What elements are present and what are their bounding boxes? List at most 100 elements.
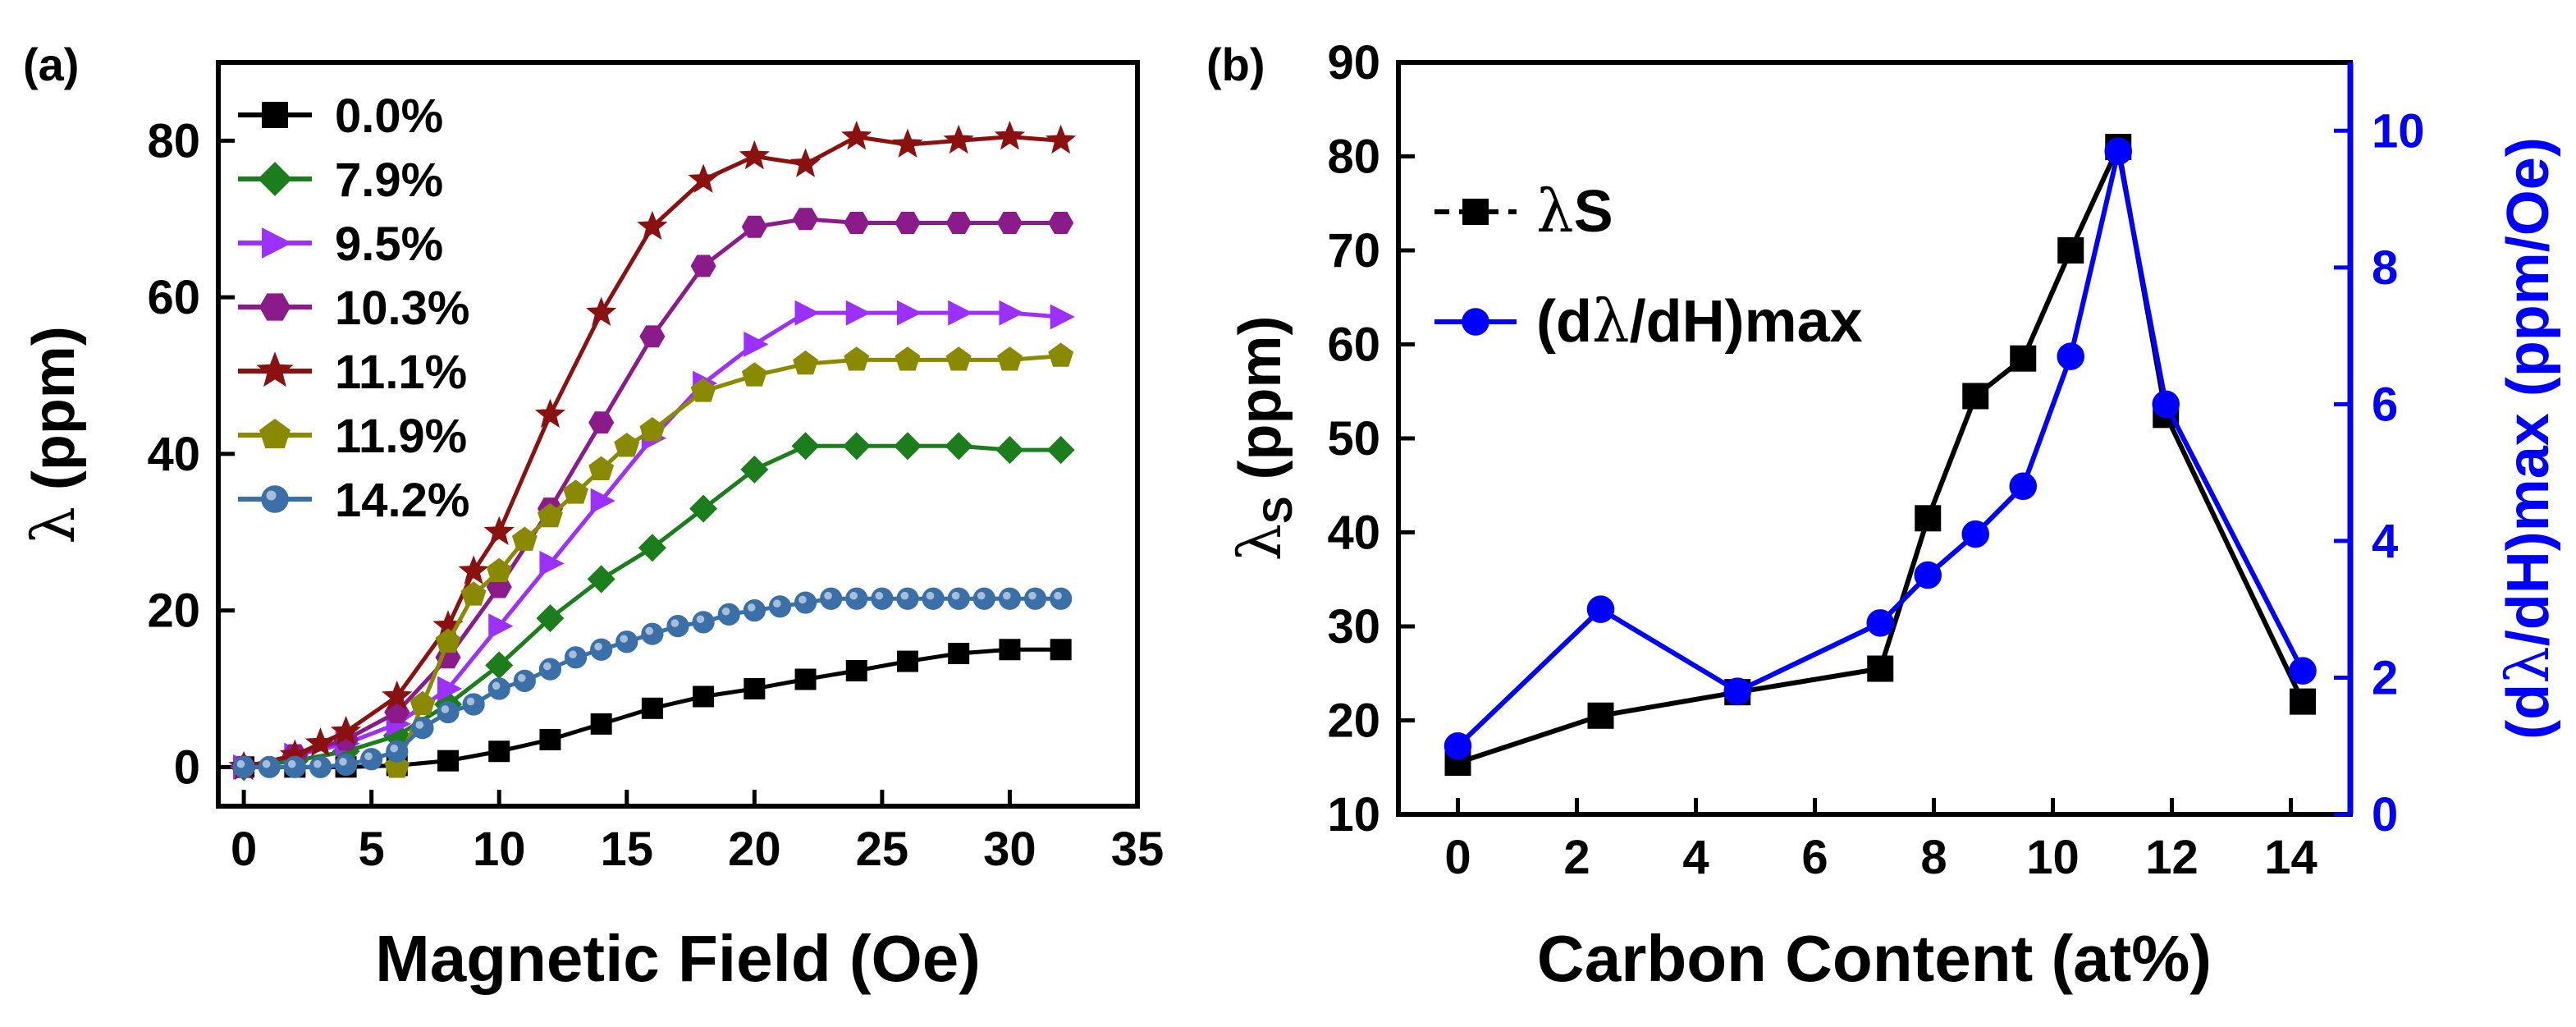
panel-b-y-left-lambda: λ (1225, 524, 1294, 562)
panel-a-data-point-highlight (262, 759, 271, 768)
panel-b-ticks: 0 2 4 6 8 10 12 14 10 20 30 40 50 60 70 80 90 0 2 4 6 8 10 (1327, 36, 2424, 884)
panel-a-data-point (304, 727, 336, 757)
panel-a-data-point-highlight (1054, 591, 1062, 600)
panel-a-data-point (994, 121, 1026, 150)
panel-a-data-point-highlight (773, 599, 781, 608)
panel-a-data-point (437, 676, 463, 702)
panel-a-data-point-highlight (620, 635, 628, 643)
panel-b-y-left-tick-label: 30 (1327, 600, 1380, 653)
panel-a-data-point-highlight (569, 650, 577, 658)
panel-a-data-point-highlight (517, 674, 526, 682)
panel-a-data-point (437, 750, 459, 772)
panel-a-data-point-highlight (670, 619, 679, 627)
panel-a-data-point (614, 433, 640, 457)
panel-a: (a) 0 5 10 15 20 25 30 35 0 20 40 60 80 0.0% 7.9% 9.5%… (19, 39, 1164, 995)
panel-a-data-point (690, 254, 716, 277)
panel-b-x-tick-label: 6 (1801, 831, 1828, 884)
panel-a-x-tick-label: 10 (473, 823, 526, 876)
panel-a-data-point (462, 693, 485, 716)
panel-a-data-point-highlight (390, 744, 398, 753)
panel-a-data-point (791, 432, 820, 461)
panel-b-data-point (1444, 731, 1472, 760)
panel-a-x-tick-label: 25 (856, 823, 909, 876)
panel-a-data-point-highlight (492, 681, 501, 690)
panel-a-data-point (538, 658, 562, 681)
panel-b-legend-lambda: λ (1536, 177, 1574, 245)
panel-b-legend-prefix: (d (1536, 289, 1592, 355)
panel-a-data-point (638, 534, 666, 562)
panel-a-data-point (945, 432, 973, 461)
panel-a-data-point (717, 603, 740, 626)
panel-a-data-point (897, 650, 918, 672)
panel-a-data-point (794, 591, 817, 614)
panel-b-legend: λS(dλ/dH)max (1434, 177, 1863, 355)
panel-a-data-point-highlight (824, 591, 832, 600)
panel-a-data-point (538, 502, 563, 528)
panel-a-data-point-highlight (798, 595, 807, 604)
panel-b-data-point (2290, 688, 2316, 715)
panel-b-y-left-sub: S (1255, 496, 1301, 523)
panel-a-data-point (922, 587, 945, 610)
panel-a-data-point (996, 212, 1023, 234)
panel-a-data-point (688, 163, 719, 193)
panel-a-legend-label: 0.0% (335, 89, 443, 143)
panel-b-y-right-tick-label: 10 (2372, 104, 2425, 158)
panel-a-data-point (563, 479, 588, 504)
panel-b-y-left-tick-label: 10 (1327, 788, 1380, 841)
panel-b-data-point (1914, 561, 1942, 589)
panel-a-data-point (641, 622, 664, 645)
panel-a-data-point-highlight (466, 697, 475, 706)
panel-a-data-point (741, 362, 767, 387)
panel-a-data-point (844, 346, 870, 371)
panel-a-data-point-highlight (900, 591, 909, 600)
panel-b-x-tick-label: 0 (1444, 831, 1471, 884)
panel-b-data-point (1962, 383, 1989, 410)
panel-b-y-right-lambda: λ (2493, 646, 2562, 684)
panel-b-legend-marker (1462, 199, 1489, 225)
panel-a-data-point (382, 680, 413, 710)
panel-a-data-point (995, 436, 1024, 465)
panel-a-data-point (587, 565, 615, 594)
panel-a-data-point (334, 753, 358, 777)
panel-a-data-point (639, 416, 666, 442)
panel-b-label: (b) (1206, 39, 1265, 90)
panel-a-data-point (1023, 587, 1047, 610)
panel-b-data-point (1915, 505, 1942, 532)
panel-b-x-axis-title: Carbon Content (at%) (1537, 922, 2212, 995)
panel-a-data-point (871, 587, 894, 610)
panel-a-y-tick-label: 0 (174, 740, 200, 794)
panel-a-legend-marker-highlight (266, 490, 277, 501)
panel-b: (b) 0 2 4 6 8 10 12 14 10 20 30 40 50 60 70 80 90 0 2 4 6 8 10… (1206, 36, 2562, 995)
panel-a-data-point (487, 677, 510, 700)
panel-b-x-tick-label: 12 (2145, 831, 2199, 884)
panel-b-y-right-tick-label: 4 (2372, 515, 2398, 568)
panel-b-legend-lambda: λ (1592, 287, 1630, 355)
panel-a-data-point-highlight (313, 759, 322, 768)
panel-a-data-point-highlight (645, 626, 654, 635)
panel-a-x-tick-label: 15 (601, 823, 654, 876)
panel-b-data-point (1586, 595, 1615, 623)
panel-a-label: (a) (23, 39, 79, 90)
panel-b-data-point (1867, 655, 1894, 682)
panel-a-data-point (588, 456, 615, 481)
panel-a-series-0 (233, 639, 1072, 778)
panel-a-data-point (586, 296, 617, 327)
panel-a-legend-marker (256, 351, 294, 387)
panel-b-x-tick-label: 4 (1682, 831, 1709, 884)
panel-a-data-point (460, 581, 487, 606)
panel-a-data-point (845, 587, 868, 610)
panel-a-y-axis-lambda: λ (19, 507, 88, 544)
panel-a-legend-marker (258, 162, 292, 196)
panel-b-data-point (2057, 237, 2084, 264)
panel-b-legend-label: (dλ/dH)max (1536, 287, 1863, 355)
panel-a-data-point (590, 488, 615, 514)
panel-a-data-point (844, 212, 870, 234)
panel-a-data-point (410, 690, 436, 716)
panel-a-data-point (793, 350, 818, 375)
panel-a-data-point (820, 587, 843, 610)
panel-b-y-left-tick-label: 90 (1327, 36, 1380, 89)
panel-a-ticks: 0 5 10 15 20 25 30 35 0 20 40 60 80 (147, 114, 1164, 876)
panel-a-data-point (793, 208, 819, 231)
panel-a-data-point (744, 677, 766, 699)
panel-a-data-point-highlight (364, 752, 373, 760)
